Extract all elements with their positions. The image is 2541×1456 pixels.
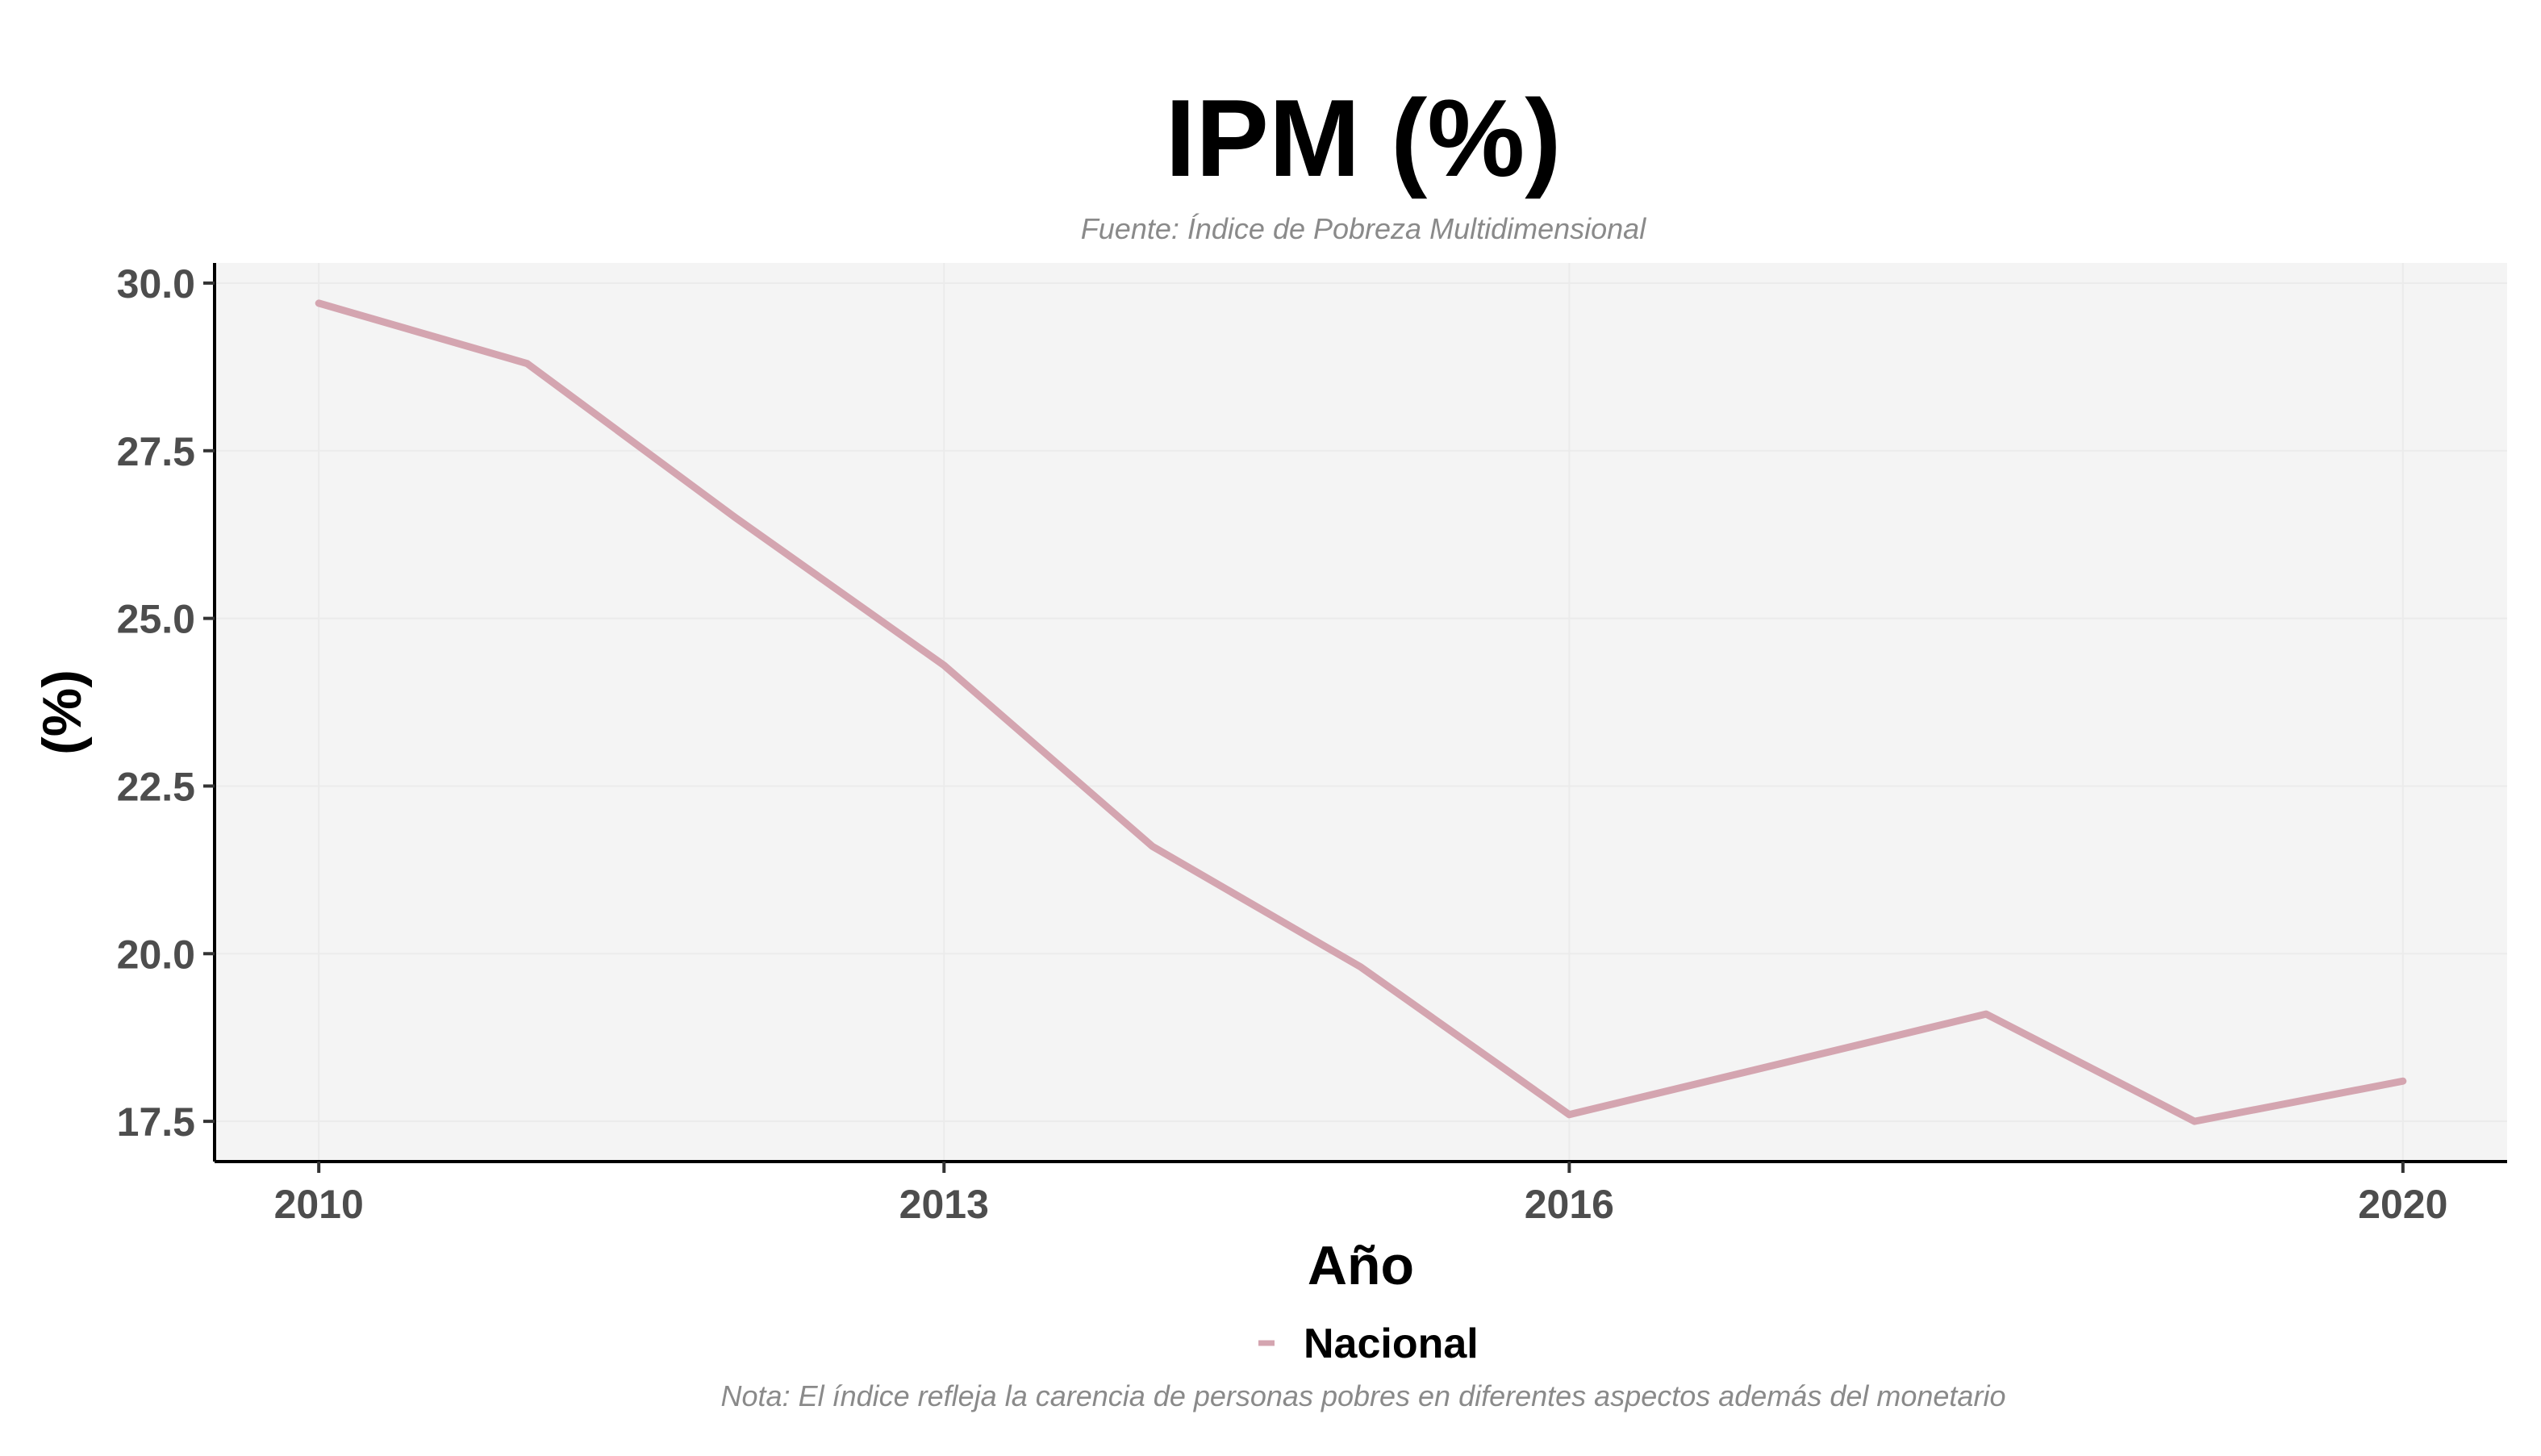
- plot-panel: [215, 263, 2507, 1162]
- x-tick-label: 2020: [2358, 1182, 2447, 1227]
- x-axis-title: Año: [1308, 1235, 1414, 1296]
- y-tick-label: 30.0: [117, 261, 195, 307]
- series-line-nacional: [315, 299, 2407, 1125]
- y-axis-title: (%): [31, 670, 93, 755]
- legend-label-nacional: Nacional: [1304, 1320, 1479, 1367]
- chart-title: IPM (%): [1165, 77, 1561, 199]
- y-tick-label: 22.5: [117, 764, 195, 809]
- y-tick-label: 25.0: [117, 597, 195, 642]
- series-layer: [315, 299, 2407, 1125]
- axes: [203, 263, 2507, 1173]
- y-tick-label: 27.5: [117, 429, 195, 474]
- x-tick-label: 2013: [899, 1182, 989, 1227]
- chart-subtitle: Fuente: Índice de Pobreza Multidimension…: [1081, 212, 1646, 245]
- y-tick-label: 17.5: [117, 1099, 195, 1145]
- x-tick-label: 2016: [1525, 1182, 1614, 1227]
- chart-caption: Nota: El índice refleja la carencia de p…: [721, 1379, 2006, 1412]
- legend: Nacional: [1258, 1320, 1479, 1367]
- grid-lines: [215, 263, 2507, 1162]
- tick-labels: 17.5 20.0 22.5 25.0 27.5 30.0 2010 2013 2016 2020: [117, 261, 2448, 1227]
- y-tick-label: 20.0: [117, 932, 195, 977]
- x-tick-label: 2010: [274, 1182, 364, 1227]
